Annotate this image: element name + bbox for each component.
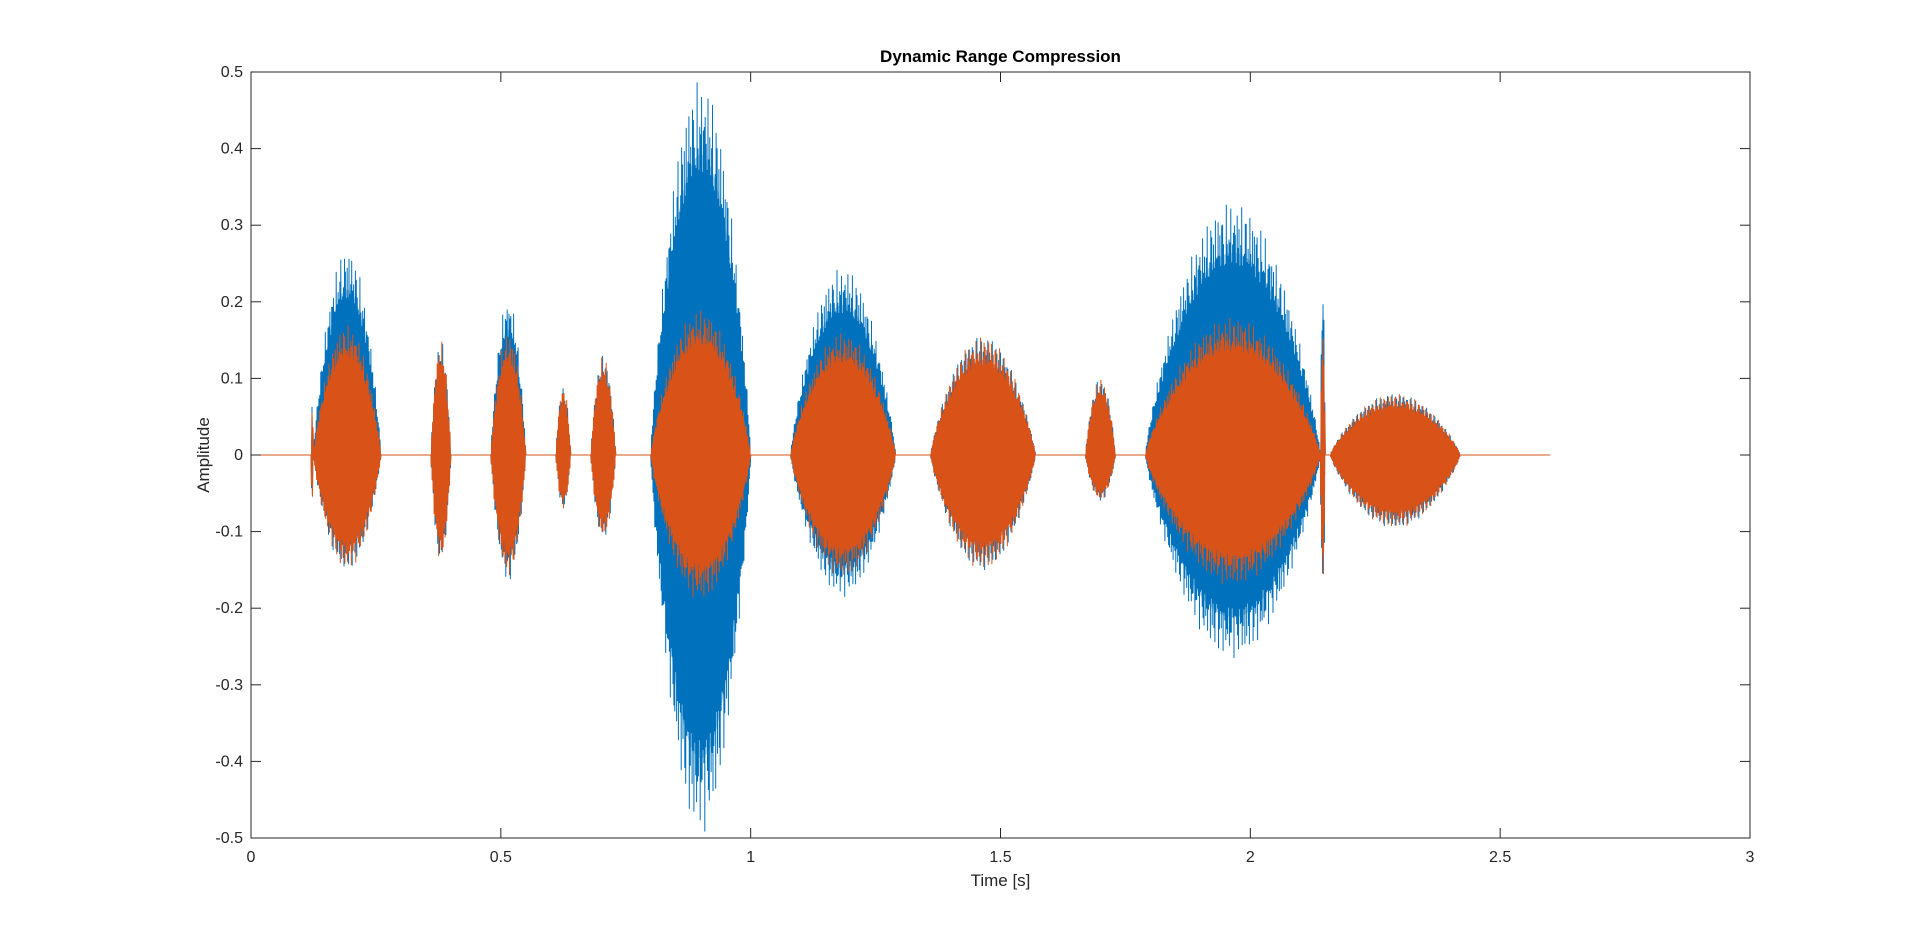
x-tick-label: 1: [746, 849, 755, 866]
plot-area: [250, 71, 1751, 839]
y-tick-label: 0.3: [221, 217, 243, 234]
chart-title: Dynamic Range Compression: [880, 47, 1121, 66]
y-axis-ticks: 0.5 0.4 0.3 0.2 0.1 0 -0.1 -0.2 -0.3 -0.4 -0.5: [215, 64, 1750, 847]
y-axis-label: Amplitude: [194, 417, 213, 493]
y-tick-label: -0.3: [215, 677, 243, 694]
y-tick-label: -0.2: [215, 600, 243, 617]
x-tick-label: 0: [247, 849, 256, 866]
y-tick-label: -0.4: [215, 753, 243, 770]
y-tick-label: -0.1: [215, 524, 243, 541]
x-tick-label: 3: [1746, 849, 1755, 866]
x-tick-label: 2: [1246, 849, 1255, 866]
x-tick-label: 0.5: [490, 849, 512, 866]
y-tick-label: -0.5: [215, 830, 243, 847]
series-layer: [251, 82, 1551, 832]
y-tick-label: 0: [234, 447, 243, 464]
y-tick-label: 0.1: [221, 370, 243, 387]
series-2-waveform: [251, 310, 1551, 598]
x-axis-label: Time [s]: [971, 871, 1031, 890]
y-tick-label: 0.5: [221, 64, 243, 81]
x-tick-label: 2.5: [1489, 849, 1511, 866]
x-tick-label: 1.5: [989, 849, 1011, 866]
y-tick-label: 0.2: [221, 294, 243, 311]
series-2-group: [251, 310, 1551, 598]
y-tick-label: 0.4: [221, 141, 243, 158]
x-axis-ticks: 0 0.5 1 1.5 2 2.5 3: [247, 72, 1755, 866]
